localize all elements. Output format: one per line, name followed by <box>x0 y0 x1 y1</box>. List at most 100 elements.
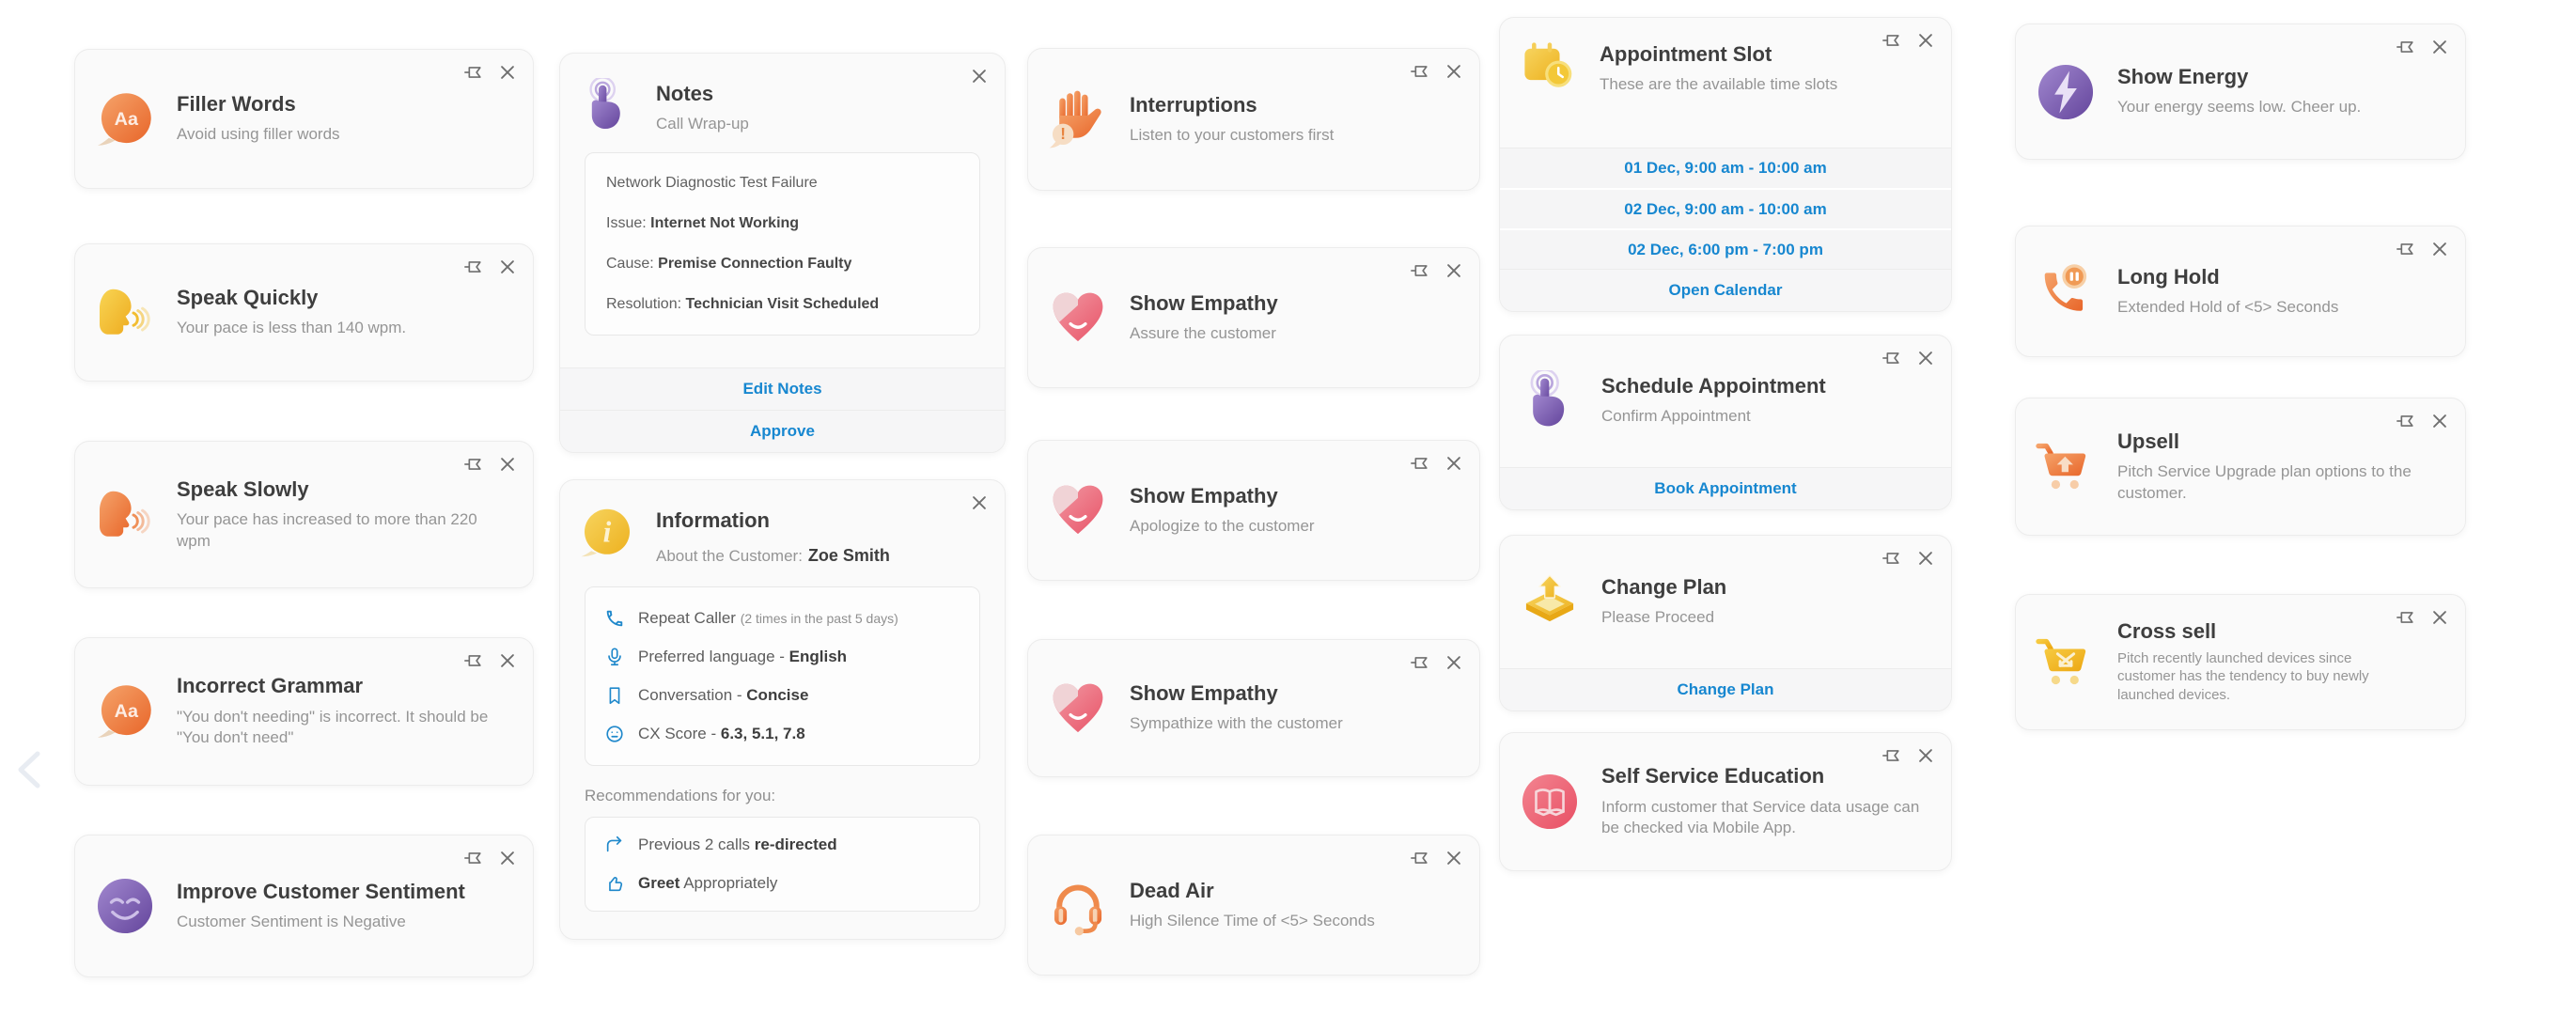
close-icon[interactable] <box>1444 652 1464 673</box>
card-change-plan: Change Plan Please Proceed Change Plan <box>1499 535 1952 711</box>
upgrade-box-icon <box>1519 570 1581 632</box>
close-icon[interactable] <box>1444 453 1464 474</box>
pin-icon[interactable] <box>462 848 483 868</box>
card-long-hold: Long Hold Extended Hold of <5> Seconds <box>2015 226 2466 357</box>
close-icon[interactable] <box>1444 260 1464 281</box>
close-icon[interactable] <box>1915 548 1936 569</box>
close-icon[interactable] <box>2429 239 2450 259</box>
column-1: Aa Filler Words Avoid using filler words… <box>74 0 534 1015</box>
close-icon[interactable] <box>969 492 990 513</box>
pin-icon[interactable] <box>1409 848 1429 868</box>
time-slot-link[interactable]: 02 Dec, 6:00 pm - 7:00 pm <box>1500 228 1951 269</box>
pin-icon[interactable] <box>2395 37 2415 57</box>
card-title: Filler Words <box>177 92 296 117</box>
svg-text:i: i <box>603 516 612 549</box>
svg-text:!: ! <box>1060 124 1066 143</box>
book-appointment-button[interactable]: Book Appointment <box>1500 467 1951 509</box>
time-slot-link[interactable]: 02 Dec, 9:00 am - 10:00 am <box>1500 188 1951 228</box>
close-icon[interactable] <box>1915 348 1936 368</box>
column-5: Show Energy Your energy seems low. Cheer… <box>2015 0 2466 1015</box>
close-icon[interactable] <box>497 650 518 671</box>
close-icon[interactable] <box>1444 61 1464 82</box>
notes-box: Network Diagnostic Test Failure Issue: I… <box>585 151 980 336</box>
close-icon[interactable] <box>1915 30 1936 51</box>
card-interruptions: ! Interruptions Listen to your customers… <box>1027 48 1480 191</box>
close-icon[interactable] <box>497 454 518 475</box>
pin-icon[interactable] <box>1881 30 1901 51</box>
close-icon[interactable] <box>497 257 518 277</box>
card-description: Pitch Service Upgrade plan options to th… <box>2117 462 2412 502</box>
card-title: Upsell <box>2117 429 2180 453</box>
recommendation-item: Previous 2 calls re-directed <box>604 835 960 855</box>
chevron-left-icon[interactable] <box>9 747 51 792</box>
info-item: CX Score - 6.3, 5.1, 7.8 <box>604 724 960 744</box>
pin-icon[interactable] <box>462 454 483 475</box>
close-icon[interactable] <box>2429 37 2450 57</box>
column-3: ! Interruptions Listen to your customers… <box>1027 0 1480 1015</box>
close-icon[interactable] <box>497 848 518 868</box>
smiley-face-icon <box>94 875 156 937</box>
card-title: Show Empathy <box>1130 483 1278 508</box>
card-incorrect-grammar: Aa Incorrect Grammar "You don't needing"… <box>74 637 534 786</box>
microphone-icon <box>604 647 625 667</box>
card-description: Avoid using filler words <box>177 125 340 144</box>
aa-speech-bubble-icon: Aa <box>94 680 156 742</box>
pin-icon[interactable] <box>1881 745 1901 766</box>
info-item: Conversation - Concise <box>604 685 960 706</box>
close-icon[interactable] <box>969 66 990 86</box>
calendar-clock-icon <box>1519 37 1579 97</box>
pin-icon[interactable] <box>462 650 483 671</box>
card-show-empathy-sympathize: Show Empathy Sympathize with the custome… <box>1027 639 1480 777</box>
pin-icon[interactable] <box>2395 607 2415 628</box>
speaking-head-yellow-icon <box>94 282 156 344</box>
phone-pause-icon <box>2035 260 2097 322</box>
card-description: "You don't needing" is incorrect. It sho… <box>177 707 489 747</box>
card-title: Appointment Slot <box>1600 42 1772 66</box>
card-upsell: Upsell Pitch Service Upgrade plan option… <box>2015 398 2466 536</box>
approve-button[interactable]: Approve <box>560 410 1005 452</box>
card-title: Schedule Appointment <box>1601 374 1826 398</box>
close-icon[interactable] <box>1915 745 1936 766</box>
open-calendar-button[interactable]: Open Calendar <box>1500 269 1951 311</box>
note-line: Resolution: Technician Visit Scheduled <box>606 296 880 313</box>
pin-icon[interactable] <box>462 257 483 277</box>
pin-icon[interactable] <box>1881 548 1901 569</box>
card-title: Show Empathy <box>1130 290 1278 315</box>
pin-icon[interactable] <box>1409 61 1429 82</box>
close-icon[interactable] <box>1444 848 1464 868</box>
time-slot-link[interactable]: 01 Dec, 9:00 am - 10:00 am <box>1500 148 1951 188</box>
hand-click-icon <box>579 78 635 134</box>
pin-icon[interactable] <box>462 62 483 83</box>
card-show-empathy-assure: Show Empathy Assure the customer <box>1027 247 1480 388</box>
pin-icon[interactable] <box>1409 260 1429 281</box>
card-title: Show Energy <box>2117 65 2249 89</box>
pin-icon[interactable] <box>2395 411 2415 431</box>
card-title: Notes <box>656 82 714 105</box>
thumbs-up-icon <box>604 873 625 894</box>
pin-icon[interactable] <box>1881 348 1901 368</box>
pin-icon[interactable] <box>1409 652 1429 673</box>
recommendations-label: Recommendations for you: <box>585 787 776 805</box>
card-title: Dead Air <box>1130 878 1214 902</box>
card-filler-words: Aa Filler Words Avoid using filler words <box>74 49 534 189</box>
pin-icon[interactable] <box>2395 239 2415 259</box>
change-plan-button[interactable]: Change Plan <box>1500 668 1951 710</box>
stop-hand-icon: ! <box>1047 88 1109 150</box>
card-cross-sell: Cross sell Pitch recently launched devic… <box>2015 594 2466 730</box>
card-show-empathy-apologize: Show Empathy Apologize to the customer <box>1027 440 1480 581</box>
close-icon[interactable] <box>2429 411 2450 431</box>
headset-icon <box>1047 874 1109 936</box>
card-appointment-slot: Appointment Slot These are the available… <box>1499 17 1952 312</box>
card-title: Speak Quickly <box>177 286 319 310</box>
edit-notes-button[interactable]: Edit Notes <box>560 367 1005 410</box>
heart-smile-icon <box>1047 678 1109 740</box>
close-icon[interactable] <box>497 62 518 83</box>
open-book-icon <box>1519 771 1581 833</box>
pin-icon[interactable] <box>1409 453 1429 474</box>
close-icon[interactable] <box>2429 607 2450 628</box>
card-description: Inform customer that Service data usage … <box>1601 797 1920 837</box>
card-improve-customer-sentiment: Improve Customer Sentiment Customer Sent… <box>74 835 534 977</box>
smiley-meter-icon <box>604 724 625 744</box>
note-line: Issue: Internet Not Working <box>606 215 800 232</box>
